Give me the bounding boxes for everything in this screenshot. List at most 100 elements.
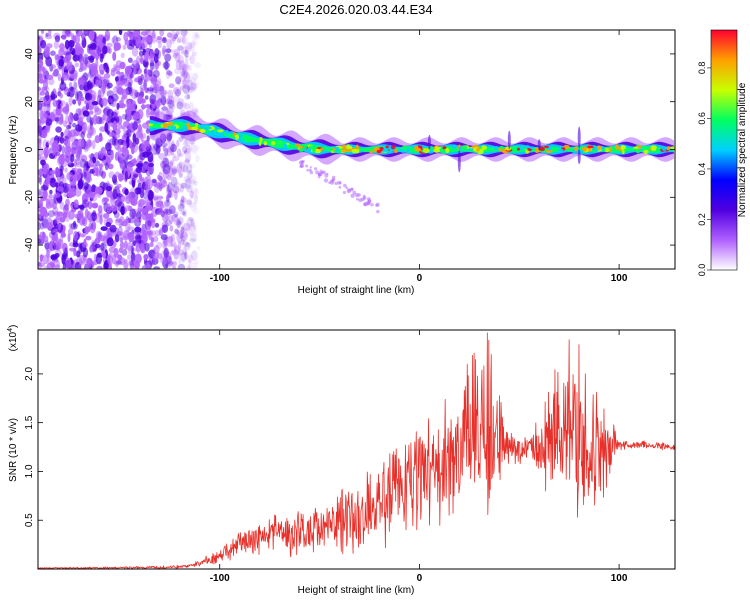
spectrogram-noise-blob [77,179,84,190]
spectrogram-noise-blob [190,163,196,169]
spectrogram-noise-blob [179,204,185,210]
spectrogram-noise-blob [180,227,186,236]
spectrogram-noise-blob [184,58,189,70]
spectrogram-noise-blob [124,188,129,196]
spectrogram-noise-blob [41,86,45,93]
spectrogram-noise-blob [124,157,128,168]
spectrogram-noise-blob [38,216,43,226]
spectrogram-noise-blob [72,141,79,146]
spectrogram-noise-blob [38,45,42,53]
spectrogram-noise-blob [77,210,84,220]
spectrogram-noise-blob [172,52,178,59]
spectrogram-noise-blob [183,70,187,82]
spectrogram-noise-blob [186,255,194,263]
spectrogram-tail-point [370,203,374,207]
spectrogram-noise-blob [172,156,180,162]
spectrogram-noise-blob [170,32,179,39]
spectrogram-noise-blob [75,123,83,132]
spectrogram-noise-blob [73,247,77,257]
spectrogram-noise-blob [39,175,42,185]
spectrogram-noise-blob [172,249,177,256]
spectrogram-noise-blob [195,72,199,79]
spectrogram-noise-blob [82,110,90,117]
spectrogram-noise-blob [58,117,64,125]
spectrogram-noise-blob [41,235,49,243]
spectrogram-ridge-spot [643,149,649,154]
spectrogram-ridge-spot [557,149,564,152]
spectrogram-noise-blob [74,62,79,68]
spectrogram-noise-blob [191,47,195,57]
spectrogram-noise-blob [194,62,202,69]
spectrogram-noise-blob [65,30,72,38]
colorbar-bar [710,29,738,271]
spectrogram-noise-blob [128,39,133,46]
spectrogram-noise-blob [194,32,199,37]
spectrogram-ridge-spot [239,133,243,138]
spectrogram-noise-blob [187,84,191,92]
spectrogram-noise-blob [43,146,50,158]
snr-x-tick-label: -100 [210,573,230,584]
spectrogram-noise-blob [121,88,128,100]
spectrogram-noise-blob [166,38,172,49]
spectrogram-noise-blob [80,96,85,102]
spectrogram-noise-blob [40,184,48,191]
spectrogram-noise-blob [115,36,122,42]
spectrogram-noise-blob [188,64,192,72]
spectrogram-noise-blob [134,253,142,264]
spectrogram-noise-blob [190,40,196,49]
spectrogram-noise-blob [172,265,177,269]
spectrogram-noise-blob [102,182,109,191]
spectrogram-noise-blob [189,86,196,93]
spectrogram-noise-blob [180,50,188,55]
spectrogram-noise-blob [189,83,197,91]
spectrogram-noise-blob [62,212,68,219]
spectrogram-noise-blob [190,233,198,242]
spectrogram-noise-blob [195,154,200,163]
spectrogram-noise-blob [157,174,161,180]
snr-ylabel: SNR (10 * v/v) [8,418,19,482]
spectrogram-y-tick-label: 40 [24,48,35,60]
spectrogram-noise-blob [173,48,181,57]
spectrogram-noise-blob [70,86,75,92]
spectrogram-noise-blob [189,175,197,184]
spectrogram-noise-blob [127,33,133,37]
spectrogram-noise-blob [125,109,132,115]
spectrogram-noise-blob [171,168,178,174]
spectrogram-noise-blob [167,107,174,115]
spectrogram-noise-blob [73,113,79,121]
spectrogram-y-tick-label: 0 [24,146,35,152]
spectrogram-noise-blob [123,262,129,269]
spectrogram-noise-blob [145,108,151,118]
spectrogram-noise-blob [78,121,86,126]
spectrogram-noise-blob [181,79,187,89]
spectrogram-noise-blob [63,186,69,194]
spectrogram-noise-blob [177,36,184,43]
spectrogram-noise-blob [121,134,127,142]
spectrogram-noise-blob [132,121,138,131]
spectrogram-noise-blob [104,162,109,171]
spectrogram-noise-blob [190,190,194,199]
spectrogram-noise-blob [88,49,96,55]
spectrogram-noise-blob [124,65,133,75]
spectrogram-noise-blob [160,95,167,106]
spectrogram-tail-point [347,188,351,192]
spectrogram-noise-blob [136,211,142,220]
spectrogram-noise-blob [100,81,107,90]
spectrogram-noise-blob [160,234,168,241]
spectrogram-noise-blob [173,33,178,40]
spectrogram-noise-blob [135,166,142,174]
spectrogram-tail-point [302,160,305,163]
spectrogram-noise-blob [186,85,194,90]
spectrogram-noise-blob [113,42,118,52]
spectrogram-noise-blob [162,164,171,175]
spectrogram-noise-blob [56,238,64,250]
spectrogram-noise-blob [126,129,132,138]
spectrogram-noise-blob [182,233,189,238]
spectrogram-noise-blob [79,158,87,168]
spectrogram-tail-point [375,202,380,207]
spectrogram-noise-blob [113,240,117,248]
spectrogram-ridge-spot [481,145,487,150]
spectrogram-noise-blob [161,164,166,172]
snr-scale-prefix: (x10 [8,331,19,351]
spectrogram-noise-blob [77,95,82,107]
